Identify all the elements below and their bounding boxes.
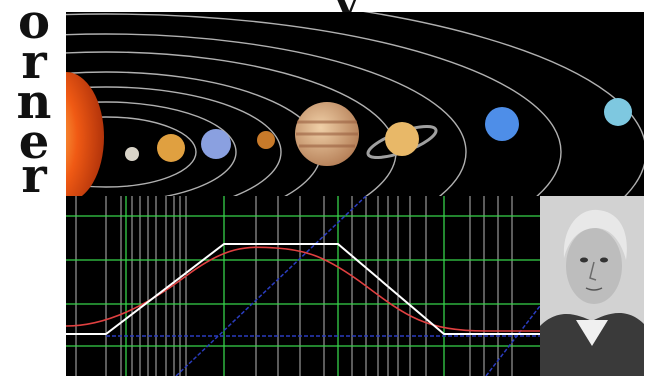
planet-jupiter <box>295 102 359 166</box>
side-letter-e: e <box>18 114 50 170</box>
side-letter-r2: r <box>21 148 47 204</box>
planet-saturn <box>366 122 438 159</box>
blue-lines <box>106 196 540 376</box>
planet-uranus <box>485 107 519 141</box>
planet-mercury <box>125 147 139 161</box>
green-grid <box>66 196 540 376</box>
side-letters: o r n e r <box>4 0 64 200</box>
solar-system-svg <box>66 12 644 196</box>
side-letter-n: n <box>16 74 52 130</box>
graph-svg <box>66 196 540 376</box>
planet-mars <box>257 131 275 149</box>
vertical-lines <box>75 196 513 376</box>
side-letter-r: r <box>21 34 47 90</box>
white-curve <box>66 243 540 335</box>
planet-venus <box>157 134 185 162</box>
sun <box>66 72 104 196</box>
side-letter-o: o <box>17 0 50 50</box>
planet-neptune <box>604 98 632 126</box>
portrait-svg <box>540 196 644 376</box>
solar-system-image <box>66 12 644 196</box>
graph-panel <box>66 196 540 376</box>
planet-earth <box>201 129 231 159</box>
orbits <box>66 12 644 196</box>
portrait-image <box>540 196 644 376</box>
